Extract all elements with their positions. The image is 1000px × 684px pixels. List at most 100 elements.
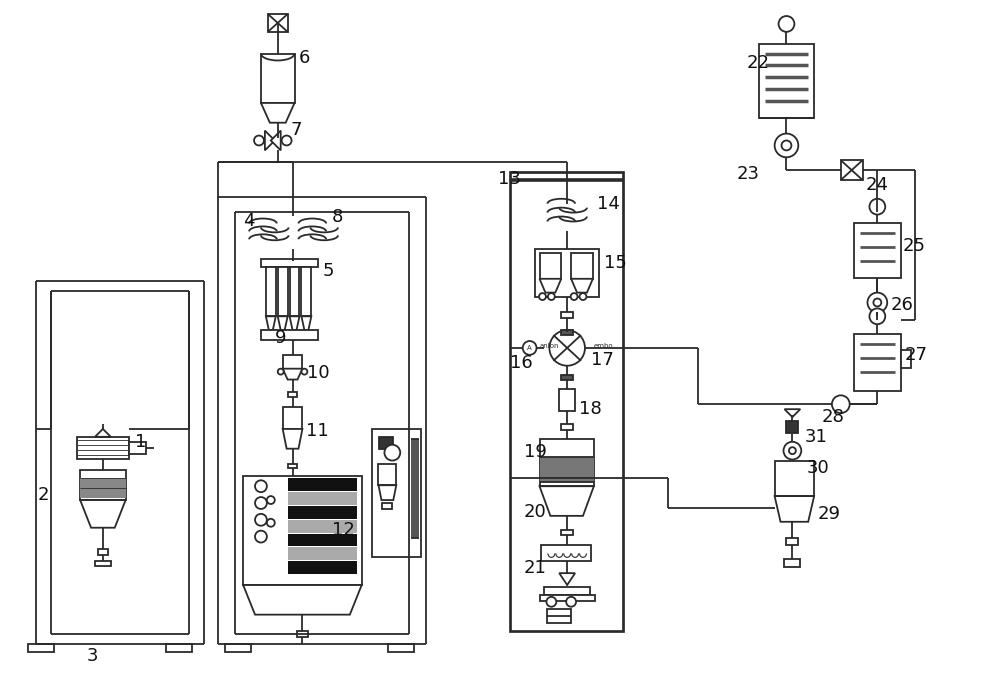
Bar	[372, 429, 421, 557]
Text: 18: 18	[579, 400, 602, 418]
Bar	[268, 14, 288, 32]
Bar	[759, 44, 814, 118]
Text: 22: 22	[747, 55, 770, 73]
Circle shape	[278, 369, 284, 375]
Text: 15: 15	[604, 254, 627, 272]
Polygon shape	[278, 316, 288, 330]
Bar	[388, 644, 414, 652]
Text: 17: 17	[591, 351, 614, 369]
Bar	[278, 267, 288, 316]
Bar	[540, 439, 594, 486]
Circle shape	[580, 293, 586, 300]
Bar	[540, 595, 595, 601]
Polygon shape	[571, 279, 593, 293]
Text: 23: 23	[737, 165, 760, 183]
Bar	[290, 267, 299, 316]
Polygon shape	[775, 496, 814, 522]
Polygon shape	[540, 279, 561, 293]
Bar	[261, 330, 318, 340]
Bar	[98, 549, 108, 555]
Polygon shape	[301, 316, 311, 330]
Text: 14: 14	[597, 195, 620, 213]
Circle shape	[548, 293, 555, 300]
Text: 27: 27	[905, 346, 928, 364]
Circle shape	[566, 597, 576, 607]
Text: 26: 26	[890, 296, 913, 315]
Bar	[288, 506, 357, 519]
Bar	[535, 249, 599, 297]
Text: 25: 25	[903, 237, 926, 255]
Bar	[288, 547, 357, 560]
Text: 12: 12	[332, 521, 355, 539]
Bar	[288, 520, 357, 533]
Bar	[561, 313, 573, 318]
Circle shape	[255, 531, 267, 542]
Text: 1: 1	[135, 433, 146, 451]
Bar	[561, 424, 573, 430]
Text: 7: 7	[291, 120, 302, 139]
Text: 4: 4	[243, 213, 255, 231]
Circle shape	[779, 16, 794, 32]
Bar	[288, 393, 297, 397]
Bar	[382, 503, 392, 509]
Bar	[129, 442, 146, 453]
Circle shape	[832, 395, 850, 413]
Bar	[901, 350, 911, 368]
Circle shape	[282, 135, 292, 146]
Bar	[559, 389, 575, 411]
Text: 21: 21	[524, 560, 547, 577]
Bar	[379, 437, 393, 449]
Polygon shape	[559, 573, 575, 585]
Circle shape	[255, 497, 267, 509]
Bar	[784, 560, 800, 567]
Polygon shape	[95, 429, 111, 437]
Bar	[854, 224, 901, 278]
Bar	[261, 259, 318, 267]
Polygon shape	[378, 485, 396, 500]
Polygon shape	[540, 486, 594, 516]
Bar	[378, 464, 396, 485]
Bar	[288, 534, 357, 547]
Circle shape	[255, 514, 267, 526]
Circle shape	[775, 133, 798, 157]
Text: 30: 30	[806, 460, 829, 477]
Text: 19: 19	[524, 443, 547, 460]
Bar	[166, 644, 192, 652]
Circle shape	[267, 519, 275, 527]
Text: 29: 29	[818, 505, 841, 523]
Bar	[540, 457, 594, 482]
Bar	[561, 375, 573, 380]
Text: 3: 3	[87, 647, 99, 665]
Polygon shape	[784, 409, 800, 417]
Bar	[28, 644, 54, 652]
Bar	[561, 529, 573, 535]
Circle shape	[384, 445, 400, 460]
Bar	[283, 407, 302, 429]
Circle shape	[255, 480, 267, 492]
Circle shape	[523, 341, 537, 355]
Bar	[288, 492, 357, 505]
Text: 8: 8	[332, 207, 343, 226]
Bar	[510, 172, 623, 631]
Text: 13: 13	[498, 170, 521, 188]
Circle shape	[784, 442, 801, 460]
Text: 6: 6	[298, 49, 310, 68]
Text: 11: 11	[306, 422, 329, 440]
Bar	[261, 53, 295, 103]
Circle shape	[873, 298, 881, 306]
Text: anlon: anlon	[540, 343, 559, 349]
Text: 2: 2	[38, 486, 49, 504]
Bar	[547, 609, 571, 622]
Polygon shape	[80, 500, 126, 528]
Bar	[288, 478, 357, 491]
Circle shape	[549, 330, 585, 366]
Text: 16: 16	[510, 354, 533, 371]
Circle shape	[869, 308, 885, 324]
Bar	[561, 330, 573, 335]
Text: 31: 31	[804, 428, 827, 446]
Bar	[80, 478, 126, 498]
Bar	[841, 160, 863, 180]
Bar	[95, 562, 111, 566]
Bar	[225, 644, 251, 652]
Bar	[288, 464, 297, 469]
